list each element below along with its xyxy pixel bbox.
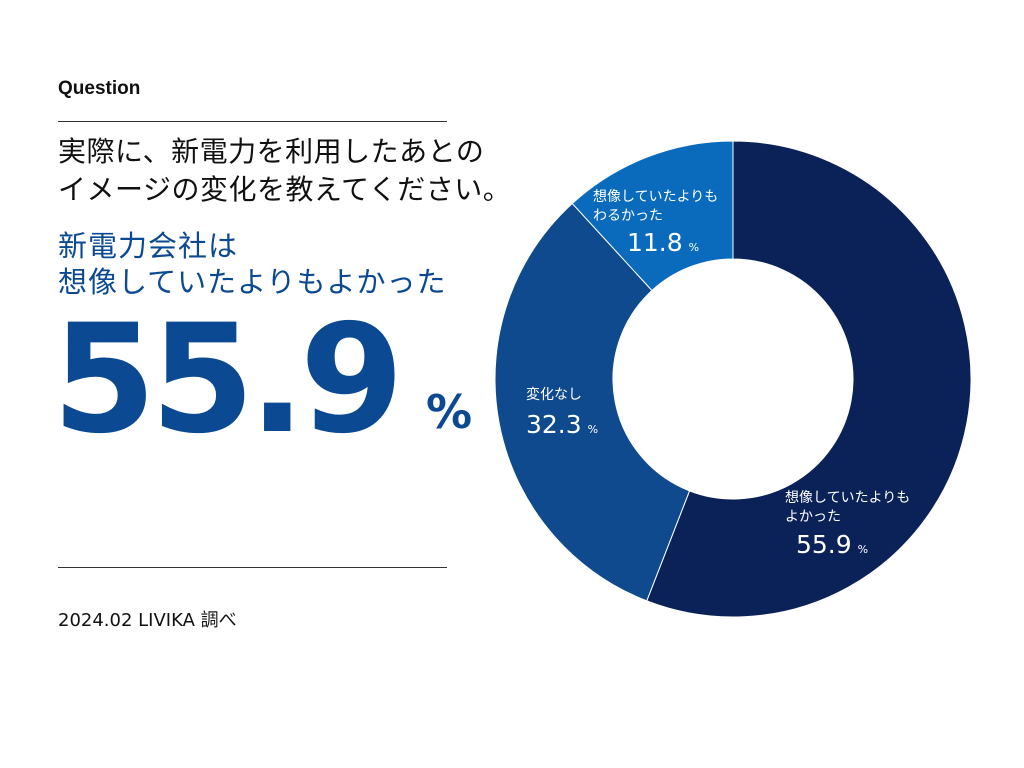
donut-slice-3 xyxy=(571,140,734,292)
slice-value-2: 32.3 xyxy=(526,410,582,439)
slice-value-1: 55.9 xyxy=(796,530,852,559)
slice-unit-1: % xyxy=(858,543,868,556)
highlight-unit: % xyxy=(426,385,473,439)
highlight-value: 55.9 xyxy=(52,293,404,467)
slice-label-line2-1: よかった xyxy=(785,509,841,525)
slice-label-2: 変化なし xyxy=(526,386,582,403)
slice-value-3: 11.8 xyxy=(627,228,683,257)
highlight-line-2: 想像していたよりもよかった xyxy=(58,265,447,299)
question-line-1: 実際に、新電力を利用したあとの xyxy=(58,135,485,168)
donut-slice-2 xyxy=(494,202,691,602)
question-text: 実際に、新電力を利用したあとの イメージの変化を教えてください。 xyxy=(58,133,578,209)
bottom-divider xyxy=(58,567,447,568)
highlight-headline: 新電力会社は 想像していたよりもよかった xyxy=(58,228,498,300)
top-divider xyxy=(58,121,447,122)
slice-unit-3: % xyxy=(689,241,699,254)
highlight-line-1: 新電力会社は xyxy=(58,229,239,263)
source-note: 2024.02 LIVIKA 調べ xyxy=(58,610,237,631)
question-label: Question xyxy=(58,78,141,99)
slice-label-line2-3: わるかった xyxy=(593,208,663,224)
slice-label-3: 想像していたよりも xyxy=(593,189,718,205)
question-line-2: イメージの変化を教えてください。 xyxy=(58,173,512,206)
slice-label-1: 想像していたよりも xyxy=(785,490,910,506)
donut-slice-1 xyxy=(646,140,972,618)
slice-unit-2: % xyxy=(588,423,598,436)
